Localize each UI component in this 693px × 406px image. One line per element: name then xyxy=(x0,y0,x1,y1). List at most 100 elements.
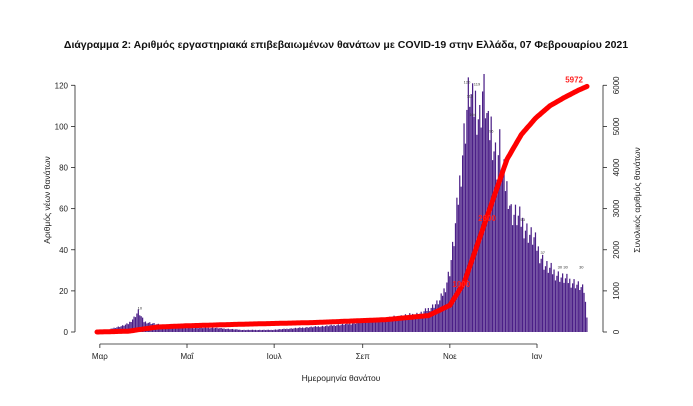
daily-bar xyxy=(540,258,542,332)
daily-bar xyxy=(243,329,245,332)
chart-title: Διάγραμμα 2: Αριθμός εργαστηριακά επιβεβ… xyxy=(64,39,628,51)
daily-bar xyxy=(297,327,299,332)
daily-bar xyxy=(197,328,199,332)
daily-bar xyxy=(176,327,178,332)
x-tick-label: Ιαν xyxy=(532,352,543,361)
daily-bar xyxy=(122,325,124,332)
daily-bar xyxy=(576,284,578,332)
y-tick-label-left: 40 xyxy=(59,246,68,255)
daily-bar xyxy=(329,325,331,332)
daily-bar xyxy=(340,324,342,332)
daily-bar xyxy=(183,327,185,332)
daily-bar xyxy=(230,329,232,332)
daily-bar xyxy=(199,327,201,332)
cumulative-annotation: 1000 xyxy=(452,280,470,289)
daily-bar xyxy=(323,326,325,332)
daily-bar xyxy=(223,328,225,332)
bar-value-label: 96 xyxy=(489,129,494,134)
daily-bar xyxy=(220,327,222,332)
daily-bar xyxy=(502,167,504,332)
daily-bar xyxy=(219,328,221,332)
daily-bar xyxy=(397,318,399,332)
daily-bar xyxy=(347,324,349,332)
daily-bar xyxy=(284,329,287,332)
daily-bar xyxy=(317,326,319,332)
daily-bar xyxy=(423,311,425,332)
x-tick-label: Ιουλ xyxy=(267,352,282,361)
daily-bar xyxy=(573,279,575,332)
daily-bar xyxy=(489,140,491,332)
daily-bar xyxy=(437,304,439,332)
daily-bar xyxy=(137,309,139,332)
daily-bar xyxy=(560,277,562,332)
daily-bar xyxy=(372,320,374,332)
daily-bar xyxy=(253,330,255,332)
daily-bar xyxy=(549,267,551,332)
daily-bar xyxy=(247,329,249,332)
daily-bar xyxy=(360,321,362,332)
bar-value-label: 37 xyxy=(540,250,545,255)
daily-bar xyxy=(314,326,317,332)
daily-bar xyxy=(553,269,555,332)
daily-bar xyxy=(203,327,205,332)
daily-bar xyxy=(357,321,359,332)
y-tick-label-right: 2000 xyxy=(612,240,621,258)
daily-bar xyxy=(207,327,209,332)
daily-bar xyxy=(476,134,478,332)
daily-bar xyxy=(533,237,535,332)
bar-value-label: 120 xyxy=(464,79,471,84)
daily-bar xyxy=(334,325,337,332)
daily-bar xyxy=(172,326,174,332)
daily-bar xyxy=(224,329,227,332)
daily-bar xyxy=(389,316,391,332)
x-tick-label: Σεπ xyxy=(356,352,371,361)
daily-bar xyxy=(513,214,515,332)
x-tick-label: Νοε xyxy=(443,352,457,361)
daily-bar xyxy=(330,324,332,332)
daily-bar xyxy=(393,315,395,332)
daily-bar xyxy=(424,308,427,332)
daily-bar xyxy=(422,314,424,332)
daily-bar xyxy=(406,316,408,332)
daily-bar xyxy=(433,307,435,332)
daily-bar xyxy=(242,329,244,332)
daily-bar xyxy=(442,295,444,332)
daily-bar xyxy=(517,215,519,332)
daily-bar xyxy=(430,307,432,332)
daily-bar xyxy=(434,304,437,332)
daily-bar xyxy=(133,316,135,332)
daily-bar xyxy=(353,322,355,332)
y-tick-label-left: 0 xyxy=(64,328,69,337)
daily-bar xyxy=(263,329,265,332)
y-axis-left: 0 20 40 60 80 100 120 xyxy=(55,81,76,337)
bar-value-label: 30 xyxy=(579,264,584,269)
daily-bar xyxy=(566,273,568,332)
daily-bar xyxy=(579,290,581,332)
daily-bar xyxy=(483,73,485,333)
daily-bar xyxy=(493,151,495,332)
y-tick-label-right: 0 xyxy=(612,329,621,334)
daily-bar xyxy=(270,329,272,332)
daily-bar xyxy=(129,321,131,332)
daily-bar xyxy=(420,311,422,332)
y-tick-label-right: 5000 xyxy=(612,117,621,135)
daily-bar xyxy=(456,197,458,332)
daily-bar xyxy=(467,77,469,333)
daily-bar xyxy=(586,317,588,332)
daily-bar xyxy=(577,281,579,332)
daily-bar xyxy=(392,317,394,332)
y-tick-label-right: 3000 xyxy=(612,199,621,217)
daily-bar xyxy=(479,104,481,332)
daily-bar xyxy=(516,225,518,332)
daily-bar xyxy=(193,328,195,332)
daily-bar xyxy=(514,204,517,332)
daily-bar xyxy=(557,271,559,332)
daily-bar xyxy=(409,313,411,332)
daily-bar xyxy=(544,266,547,332)
daily-bar xyxy=(384,317,387,332)
y-axis-right: 0 1000 2000 3000 4000 5000 6000 xyxy=(602,76,621,334)
daily-bar xyxy=(556,275,558,332)
daily-bar xyxy=(227,328,229,332)
daily-bar xyxy=(196,327,198,332)
daily-bar xyxy=(546,261,548,332)
